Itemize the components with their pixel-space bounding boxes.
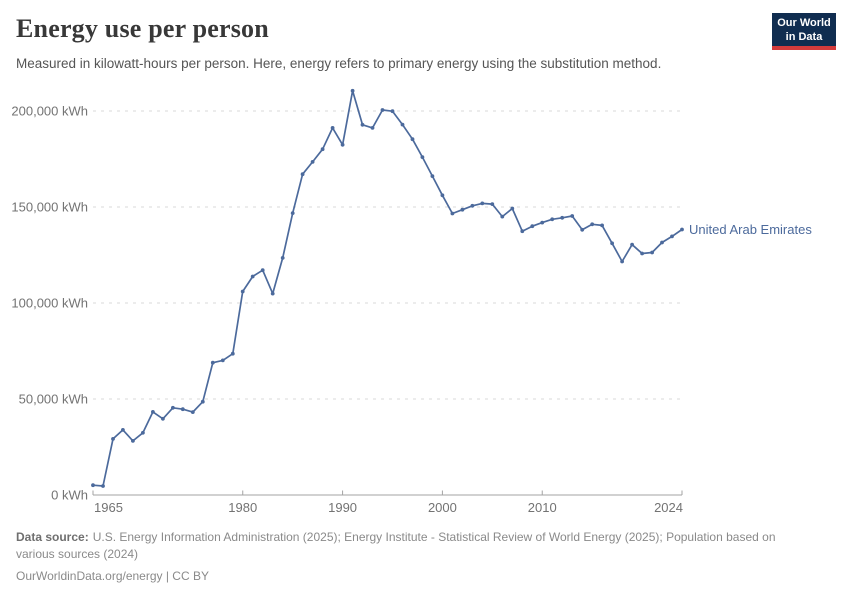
data-source-label: Data source: [16,530,89,544]
data-point[interactable] [220,358,225,363]
page-title: Energy use per person [16,14,269,43]
data-point[interactable] [680,227,684,232]
data-point[interactable] [320,147,325,152]
chart-footer: Data source: U.S. Energy Information Admi… [16,529,816,585]
data-point[interactable] [171,405,175,410]
entity-label[interactable]: United Arab Emirates [689,222,812,237]
data-point[interactable] [600,223,604,228]
data-point[interactable] [580,227,585,232]
owid-logo-line2: in Data [785,31,823,43]
data-point[interactable] [270,291,275,296]
data-point[interactable] [510,206,515,211]
data-point[interactable] [620,259,624,264]
y-tick-label: 150,000 kWh [11,200,88,215]
data-source-text: U.S. Energy Information Administration (… [16,530,776,561]
data-point[interactable] [350,88,355,93]
data-point[interactable] [430,174,435,179]
data-point[interactable] [520,229,525,234]
y-tick-label: 200,000 kWh [11,104,88,119]
data-source-line: Data source: U.S. Energy Information Admi… [16,529,816,563]
data-point[interactable] [640,251,644,256]
data-point[interactable] [440,193,445,198]
data-point[interactable] [550,217,555,222]
x-tick-label: 1965 [94,500,123,515]
data-point[interactable] [400,122,405,127]
data-point[interactable] [560,215,565,220]
data-point[interactable] [190,410,195,414]
data-point[interactable] [280,256,285,260]
data-point[interactable] [111,437,115,441]
data-point[interactable] [660,240,664,245]
data-point[interactable] [330,126,335,130]
data-point[interactable] [240,289,245,294]
data-line[interactable] [92,89,683,487]
data-point[interactable] [121,428,125,432]
data-point[interactable] [360,122,365,127]
data-point[interactable] [370,126,375,130]
y-tick-label: 50,000 kWh [19,392,88,407]
data-point[interactable] [570,214,575,218]
data-point[interactable] [410,137,415,142]
data-point[interactable] [131,439,135,443]
x-tick-label: 1990 [328,500,357,515]
x-tick-label: 2000 [428,500,457,515]
data-point[interactable] [500,214,505,219]
y-tick-label: 100,000 kWh [11,296,88,311]
owid-logo-line1: Our World [777,17,831,29]
data-point[interactable] [470,203,475,208]
data-point[interactable] [460,207,465,212]
data-point[interactable] [101,484,105,488]
data-point[interactable] [230,351,235,356]
chart-subtitle: Measured in kilowatt-hours per person. H… [16,56,662,71]
data-point[interactable] [250,274,255,279]
x-tick-label: 2010 [528,500,557,515]
data-point[interactable] [91,483,95,488]
data-point[interactable] [300,172,305,177]
x-tick-label: 2024 [654,500,683,515]
data-point[interactable] [480,201,485,206]
data-point[interactable] [380,108,385,112]
data-point[interactable] [151,410,155,414]
data-point[interactable] [420,155,425,160]
data-point[interactable] [200,399,205,404]
data-point[interactable] [590,222,595,227]
data-point[interactable] [161,416,165,421]
data-point[interactable] [260,268,265,273]
x-tick-label: 1980 [228,500,257,515]
data-point[interactable] [141,430,145,435]
owid-logo[interactable]: Our World in Data [772,13,836,50]
data-point[interactable] [650,250,654,255]
data-point[interactable] [670,234,674,239]
data-point[interactable] [610,241,614,246]
data-point[interactable] [340,142,345,147]
data-point[interactable] [290,211,295,216]
license-line[interactable]: OurWorldinData.org/energy | CC BY [16,569,209,583]
data-point[interactable] [310,160,315,164]
data-point[interactable] [180,407,185,412]
data-point[interactable] [630,242,634,247]
data-point[interactable] [540,220,545,225]
data-point[interactable] [530,224,535,229]
y-tick-label: 0 kWh [51,488,88,503]
data-point[interactable] [490,202,495,207]
data-point[interactable] [390,109,395,114]
data-point[interactable] [210,360,215,365]
data-point[interactable] [450,211,455,216]
